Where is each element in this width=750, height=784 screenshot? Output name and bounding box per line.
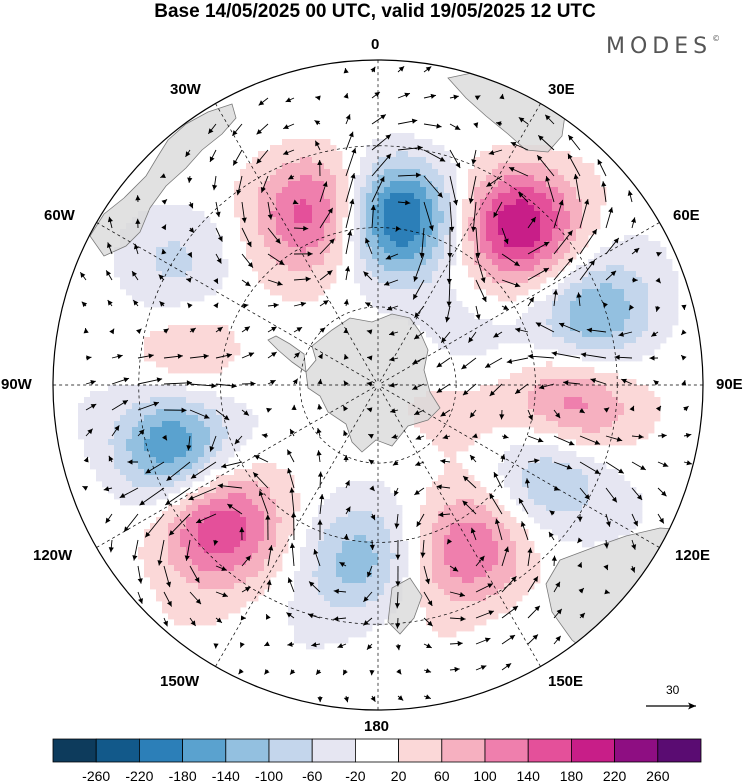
colorbar-segment	[658, 739, 701, 762]
colorbar-tick-label: 60	[434, 768, 450, 784]
colorbar-segment	[183, 739, 226, 762]
colorbar-segment	[355, 739, 398, 762]
colorbar-tick-label: 220	[603, 768, 626, 784]
colorbar-tick-label: -260	[82, 768, 110, 784]
colorbar-segment	[53, 739, 96, 762]
colorbar-tick-label: -60	[302, 768, 322, 784]
colorbar-tick-label: 180	[560, 768, 583, 784]
colorbar-segment	[571, 739, 614, 762]
colorbar-tick-label: 100	[473, 768, 496, 784]
colorbar-tick-label: -180	[169, 768, 197, 784]
colorbar-segment	[485, 739, 528, 762]
colorbar-segment	[528, 739, 571, 762]
colorbar-segment	[226, 739, 269, 762]
colorbar-segment	[139, 739, 182, 762]
colorbar-segment	[96, 739, 139, 762]
colorbar-segment	[312, 739, 355, 762]
colorbar-tick-label: 20	[391, 768, 407, 784]
colorbar-tick-label: 140	[517, 768, 540, 784]
colorbar-tick-label: -100	[255, 768, 283, 784]
colorbar-segment	[442, 739, 485, 762]
colorbar-tick-label: 260	[646, 768, 669, 784]
colorbar-segment	[615, 739, 658, 762]
colorbar-tick-label: -220	[125, 768, 153, 784]
colorbar-segment	[269, 739, 312, 762]
colorbar-tick-label: -20	[345, 768, 365, 784]
colorbar-segment	[399, 739, 442, 762]
colorbar-tick-label: -140	[212, 768, 240, 784]
